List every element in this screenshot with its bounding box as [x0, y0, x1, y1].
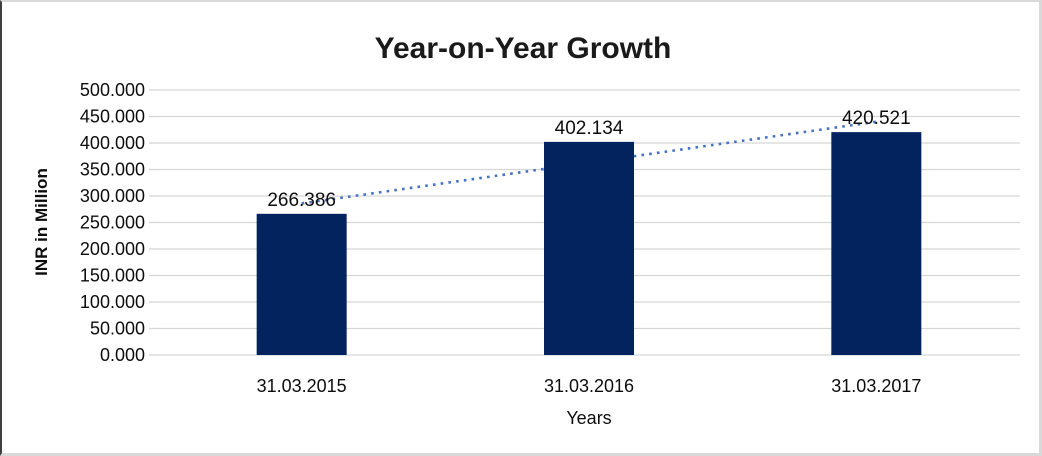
bar [256, 213, 347, 355]
x-category-label: 31.03.2016 [544, 376, 634, 396]
y-tick-label: 200.000 [80, 239, 145, 259]
x-axis-category-labels: 31.03.2015 31.03.2016 31.03.2017 [257, 376, 922, 396]
bars-group [256, 132, 922, 355]
y-axis-tick-labels: 0.000 50.000 100.000 150.000 200.000 250.000 3… [80, 80, 145, 365]
data-labels-group: 266.386 402.134 420.521 [267, 108, 910, 211]
x-category-label: 31.03.2017 [831, 376, 921, 396]
bar [831, 132, 922, 355]
bar-data-label: 402.134 [555, 118, 624, 139]
y-tick-label: 300.000 [80, 186, 145, 206]
y-axis-title: INR in Million [32, 168, 51, 276]
y-tick-label: 50.000 [90, 319, 145, 339]
x-category-label: 31.03.2015 [257, 376, 347, 396]
y-tick-label: 450.000 [80, 107, 145, 127]
y-tick-label: 250.000 [80, 213, 145, 233]
y-tick-label: 350.000 [80, 160, 145, 180]
y-tick-label: 500.000 [80, 80, 145, 100]
y-tick-label: 0.000 [100, 345, 145, 365]
y-tick-label: 100.000 [80, 292, 145, 312]
bar-data-label: 420.521 [842, 108, 911, 129]
x-axis-title: Years [566, 408, 611, 428]
y-tick-label: 150.000 [80, 266, 145, 286]
bar-data-label: 266.386 [267, 190, 336, 211]
y-tick-label: 400.000 [80, 133, 145, 153]
bar [544, 141, 634, 355]
chart-title: Year-on-Year Growth [375, 32, 672, 65]
